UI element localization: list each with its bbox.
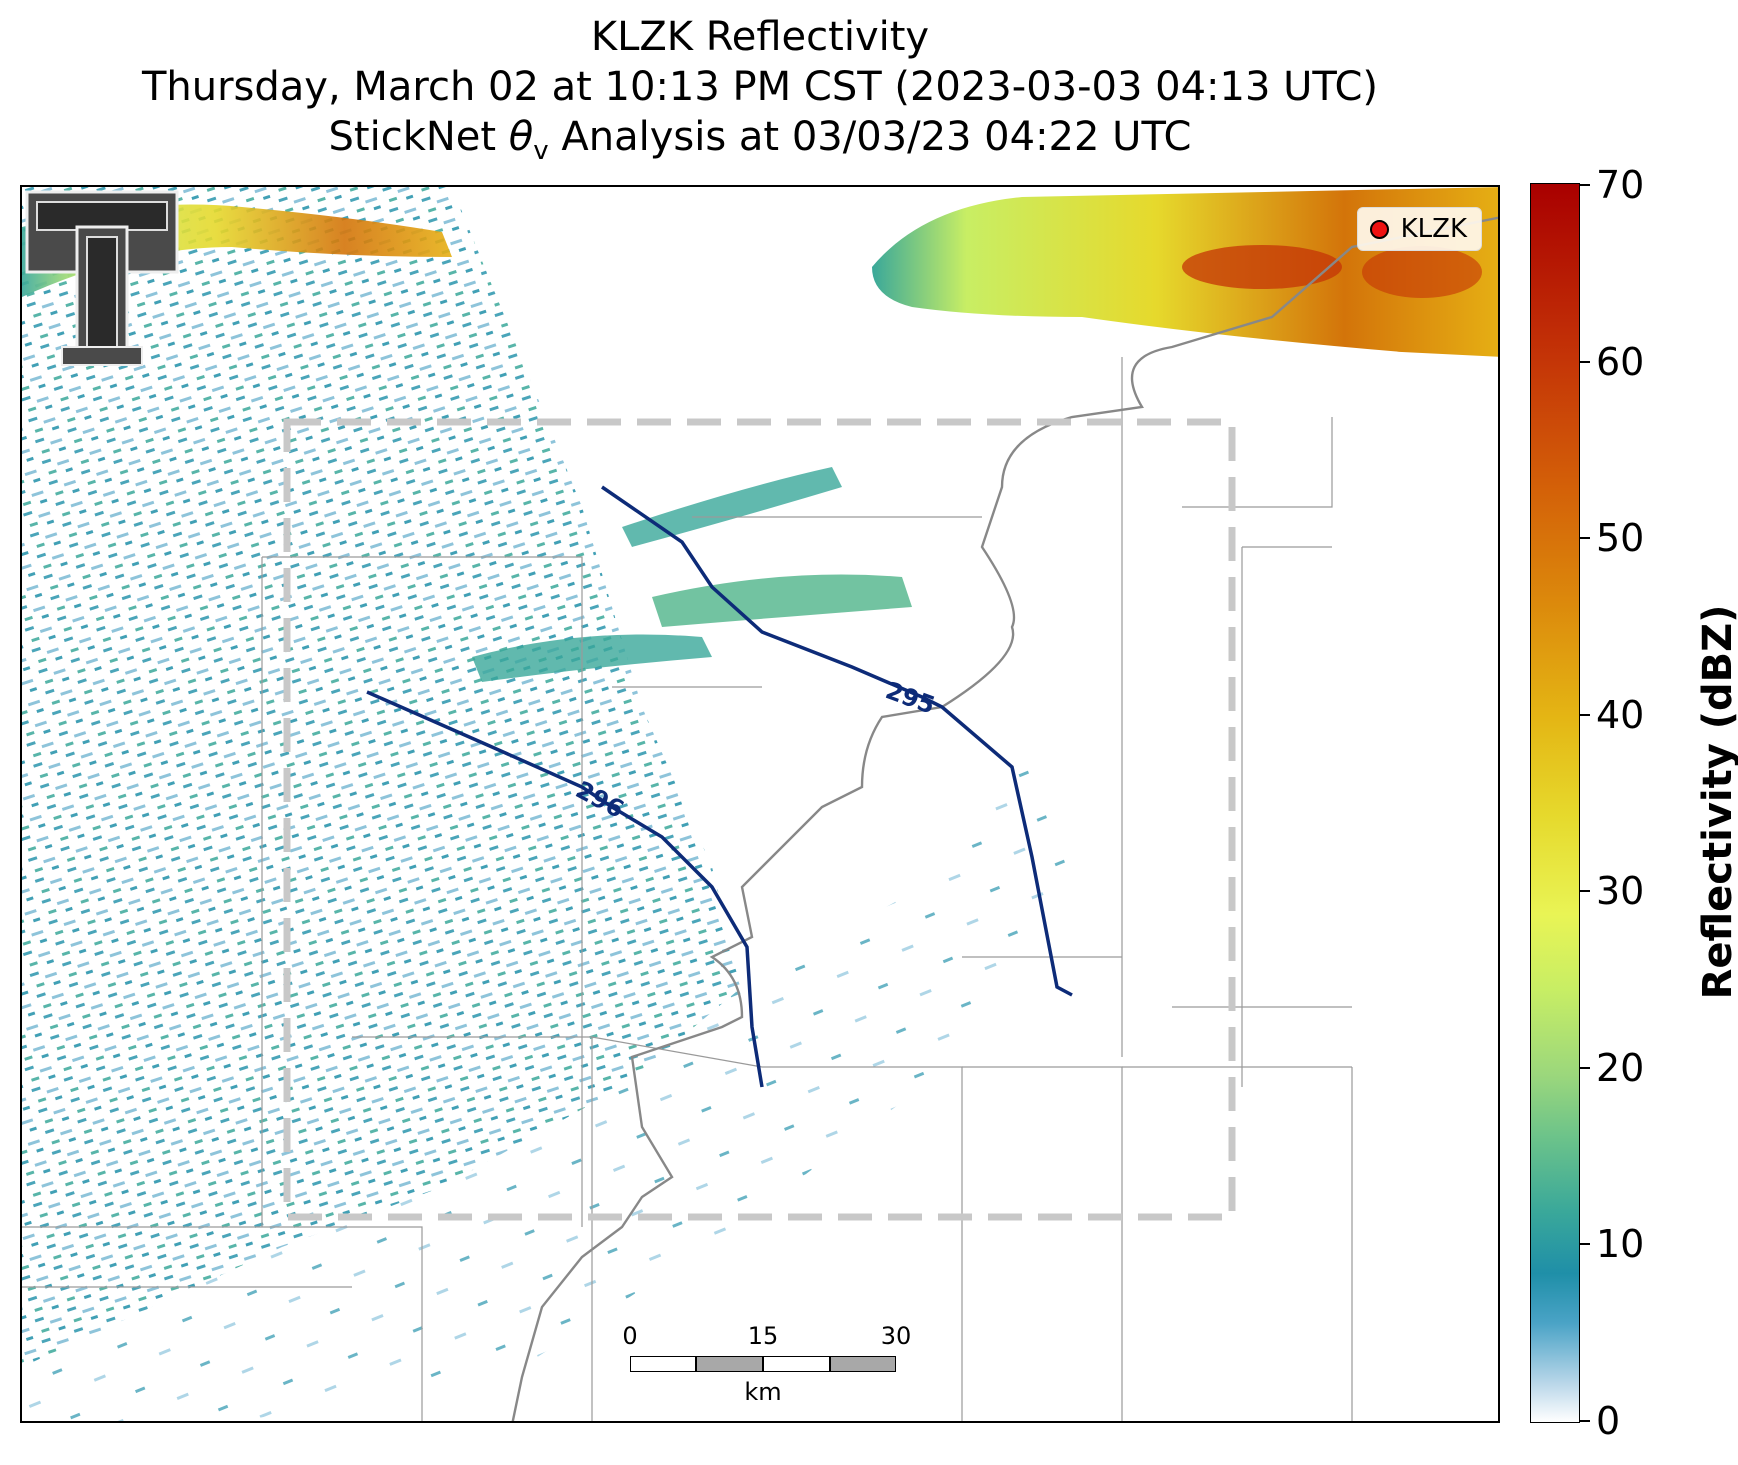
station-legend: KLZK <box>1356 207 1482 251</box>
theta-symbol: θ <box>508 114 534 160</box>
scale-label-15: 15 <box>747 1322 779 1350</box>
colorbar-tick-mark <box>1580 360 1590 363</box>
title-line-3-suffix: Analysis at 03/03/23 04:22 UTC <box>548 114 1192 160</box>
scale-unit: km <box>744 1378 782 1406</box>
legend-label: KLZK <box>1400 214 1467 244</box>
scale-segment-1 <box>630 1356 696 1372</box>
county-lines <box>22 357 1353 1421</box>
colorbar-tick-label: 60 <box>1596 339 1645 384</box>
colorbar-tick-mark <box>1580 184 1590 186</box>
streak-3 <box>472 634 712 682</box>
scale-bar: 0 15 30 km <box>622 1322 912 1412</box>
theta-subscript: v <box>533 136 549 166</box>
reflectivity-colorbar <box>1530 183 1580 1423</box>
ne-core-2 <box>1362 246 1482 298</box>
colorbar-tick-label: 10 <box>1596 1222 1645 1267</box>
title-line-3: StickNet θv Analysis at 03/03/23 04:22 U… <box>0 112 1520 176</box>
scale-label-30: 30 <box>880 1322 912 1350</box>
sparse-returns <box>22 747 1082 1421</box>
title-line-3-prefix: StickNet <box>328 114 509 160</box>
map-canvas: 295 296 <box>22 187 1498 1421</box>
colorbar-tick-label: 50 <box>1596 516 1645 561</box>
colorbar-tick-label: 30 <box>1596 869 1645 914</box>
scale-segment-3 <box>763 1356 830 1372</box>
title-line-2: Thursday, March 02 at 10:13 PM CST (2023… <box>141 64 1379 110</box>
streak-2 <box>652 574 912 627</box>
streak-1 <box>622 467 842 547</box>
double-t-logo-icon <box>25 190 179 366</box>
figure-title: KLZK Reflectivity Thursday, March 02 at … <box>0 12 1520 176</box>
colorbar-tick-label: 70 <box>1596 163 1645 207</box>
title-line-1: KLZK Reflectivity <box>590 14 930 60</box>
analysis-domain-box <box>283 418 1236 1221</box>
station-marker-icon <box>1369 219 1389 239</box>
colorbar-tick-mark <box>1580 713 1590 716</box>
colorbar-tick-label: 0 <box>1596 1399 1621 1443</box>
colorbar-title: Reflectivity (dBZ) <box>1695 604 1738 1000</box>
scale-segment-4 <box>830 1356 896 1372</box>
scale-label-0: 0 <box>622 1322 638 1350</box>
radar-map[interactable]: 295 296 KLZK 0 15 30 km <box>20 185 1500 1423</box>
colorbar-tick-mark <box>1580 1420 1590 1422</box>
colorbar-tick-mark <box>1580 1243 1590 1246</box>
scale-segment-2 <box>696 1356 763 1372</box>
colorbar-tick-label: 40 <box>1596 692 1645 737</box>
colorbar-tick-mark <box>1580 890 1590 893</box>
ne-core <box>1182 245 1342 289</box>
colorbar-tick-mark <box>1580 537 1590 540</box>
river <box>511 216 1498 1421</box>
colorbar-tick-mark <box>1580 1066 1590 1069</box>
colorbar-tick-label: 20 <box>1596 1045 1645 1090</box>
clutter-field <box>22 187 742 1367</box>
